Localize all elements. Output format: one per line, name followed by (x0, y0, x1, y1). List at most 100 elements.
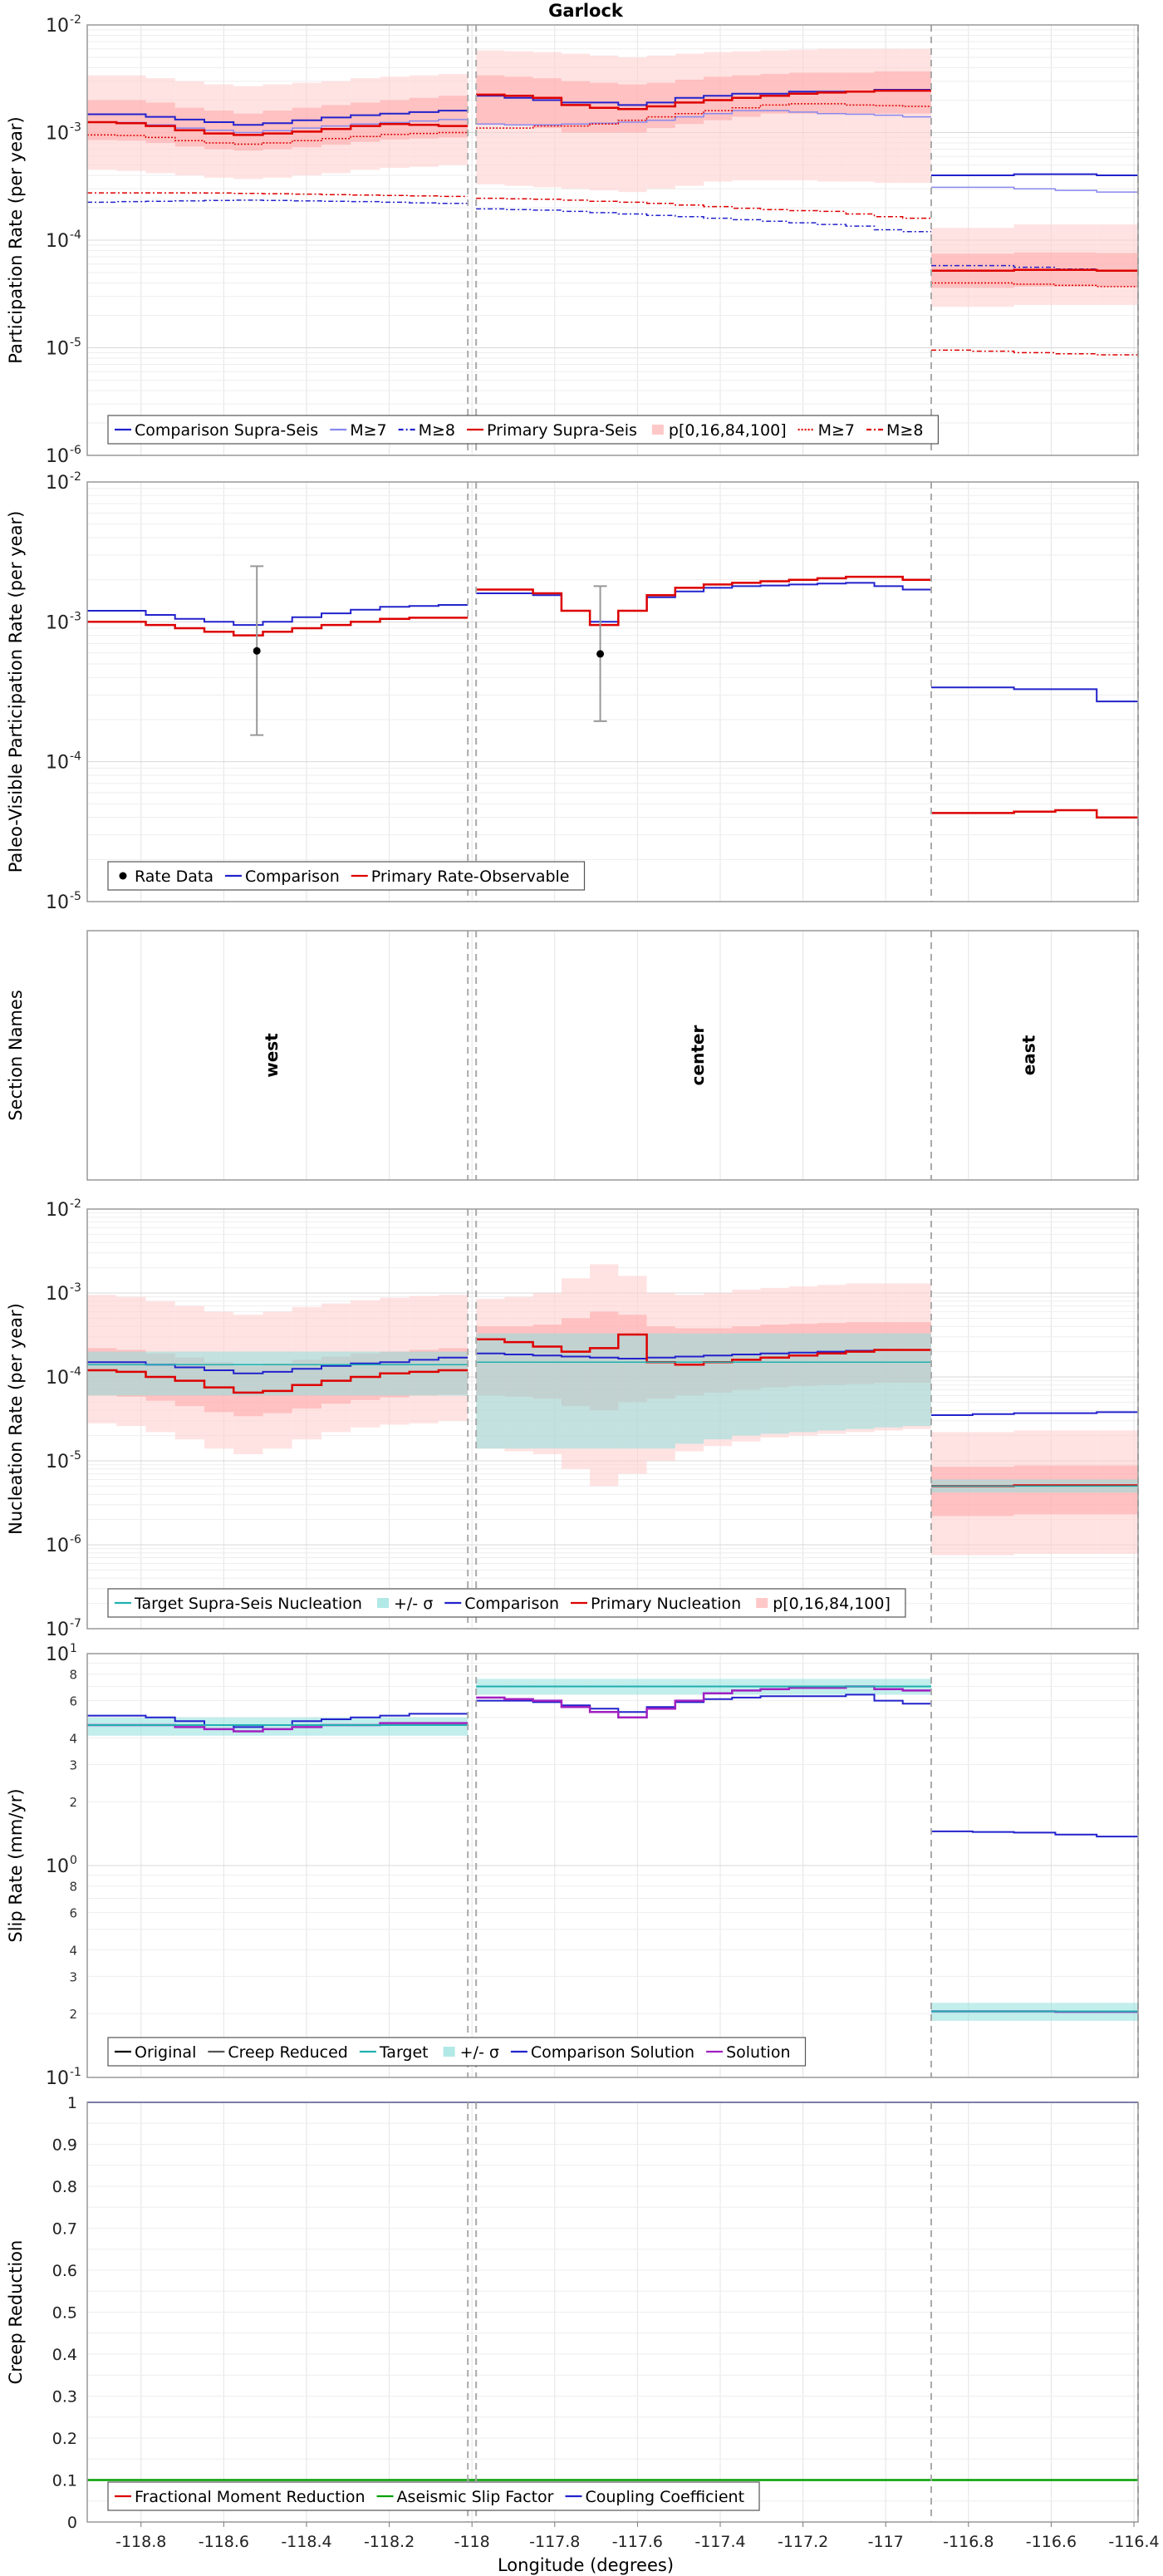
series-step-line (931, 268, 1138, 273)
y-tick-base: 10 (46, 473, 69, 494)
band-step (874, 1333, 903, 1428)
band-step (788, 49, 818, 180)
plot-frame (86, 481, 1139, 902)
plot-frame (86, 2102, 1139, 2523)
series-1 (87, 575, 1138, 819)
band-step (646, 1333, 675, 1449)
band-step (532, 1333, 562, 1449)
y-minor-tick-label: 4 (69, 1943, 77, 1958)
section-name-label: west (262, 1033, 282, 1078)
y-tick-base: 10 (46, 16, 69, 37)
section-name-label: east (1018, 1035, 1038, 1075)
band-step (351, 102, 380, 142)
series-step-line (87, 604, 469, 627)
band-step (145, 1351, 175, 1396)
series-step-line (87, 119, 469, 134)
band-step (476, 1333, 505, 1449)
y-tick-base: 10 (46, 231, 69, 252)
plot-frame (86, 1208, 1139, 1630)
y-tick-label: 10 -5 (46, 1449, 81, 1472)
x-tick-label: -118.8 (115, 2533, 166, 2551)
y-tick-label: 0.2 (52, 2430, 77, 2448)
legend-label: Comparison (464, 1595, 559, 1613)
x-tick-label: -118.4 (281, 2533, 331, 2551)
legend-entry: Rate Data (119, 868, 213, 886)
legend-label: Creep Reduced (228, 2043, 347, 2062)
series-step-line (931, 686, 1138, 703)
band-step (732, 75, 761, 117)
legend-label: Original (135, 2043, 196, 2062)
y-tick-base: 10 (46, 753, 69, 774)
y-tick-label: 0.3 (52, 2388, 77, 2406)
series-step-line (476, 89, 931, 111)
band-step (204, 1351, 234, 1396)
series-step-line (87, 192, 469, 198)
band-step (204, 1717, 234, 1736)
y-tick-base: 10 (46, 1284, 69, 1305)
y-tick-exponent: -6 (70, 444, 81, 457)
band-step (380, 1717, 410, 1736)
plot-area (87, 482, 1138, 902)
series-step-line (931, 809, 1138, 819)
y-tick-label: 10 -2 (46, 13, 81, 37)
legend-label: Comparison (245, 868, 340, 886)
y-tick-exponent: -3 (70, 121, 81, 135)
rate-data-point (250, 565, 264, 736)
rate-data-dot (596, 650, 605, 658)
legend-entry: M≥8 (398, 421, 455, 440)
y-tick-exponent: -4 (70, 229, 81, 242)
legend-entry: Target (359, 2043, 429, 2062)
y-minor-tick-label: 6 (69, 1906, 77, 1921)
legend-frame (107, 2481, 760, 2511)
legend: Target Supra-Seis Nucleation +/- σ Compari… (107, 1588, 906, 1618)
band-step (409, 97, 439, 139)
band-step (874, 71, 903, 114)
legend-label: M≥7 (350, 421, 386, 440)
legend: Rate Data Comparison Primary Rate-Observab… (107, 861, 586, 891)
legend: Comparison Supra-Seis M≥7 M≥8 Primary Supra… (107, 415, 940, 445)
band-step (351, 1717, 380, 1736)
y-tick-label: 10 -1 (46, 2066, 81, 2089)
band-step (174, 107, 204, 147)
legend-entry: Primary Rate-Observable (351, 868, 570, 886)
band-step (532, 78, 562, 129)
series-2 (87, 1361, 1138, 1487)
y-tick-exponent: -2 (70, 13, 81, 27)
legend-entry: +/- σ (443, 2043, 499, 2062)
series-3 (87, 89, 1138, 273)
series-step-line (476, 575, 931, 627)
y-tick-label: 10 -7 (46, 1617, 81, 1640)
band-step (351, 1351, 380, 1396)
y-axis-label: Nucleation Rate (per year) (6, 1303, 26, 1535)
y-tick-label: 0 (67, 2514, 77, 2532)
x-tick-label: -117.8 (529, 2533, 580, 2551)
legend-entry: M≥7 (330, 421, 387, 440)
x-tick-label: -117.4 (694, 2533, 745, 2551)
y-minor-tick-label: 6 (69, 1694, 77, 1709)
y-tick-exponent: -5 (70, 890, 81, 903)
y-tick-label: 1 (67, 2094, 77, 2112)
y-tick-exponent: -3 (70, 610, 81, 623)
legend-entry: Primary Supra-Seis (467, 421, 637, 440)
y-tick-label: 10 0 (46, 1854, 77, 1877)
legend: Original Creep Reduced Target +/- σ Comparis… (107, 2037, 807, 2067)
y-minor-tick-label: 3 (69, 1757, 77, 1772)
legend-entry: Comparison (444, 1595, 559, 1613)
series-5 (87, 192, 1138, 356)
y-tick-base: 10 (46, 612, 69, 633)
y-tick-label: 10 -3 (46, 121, 81, 145)
y-tick-label: 10 -2 (46, 470, 81, 494)
y-tick-base: 10 (46, 1536, 69, 1556)
band-step (846, 1333, 875, 1429)
y-minor-tick-label: 4 (69, 1731, 77, 1746)
x-tick-label: -117.2 (778, 2533, 828, 2551)
plot-frame (86, 930, 1139, 1181)
legend-frame (107, 415, 940, 445)
series-step-line (87, 617, 469, 637)
y-tick-exponent: 1 (70, 1642, 77, 1655)
y-axis-label: Section Names (6, 990, 26, 1121)
band-step (321, 1351, 351, 1396)
legend-label: M≥8 (886, 421, 923, 440)
